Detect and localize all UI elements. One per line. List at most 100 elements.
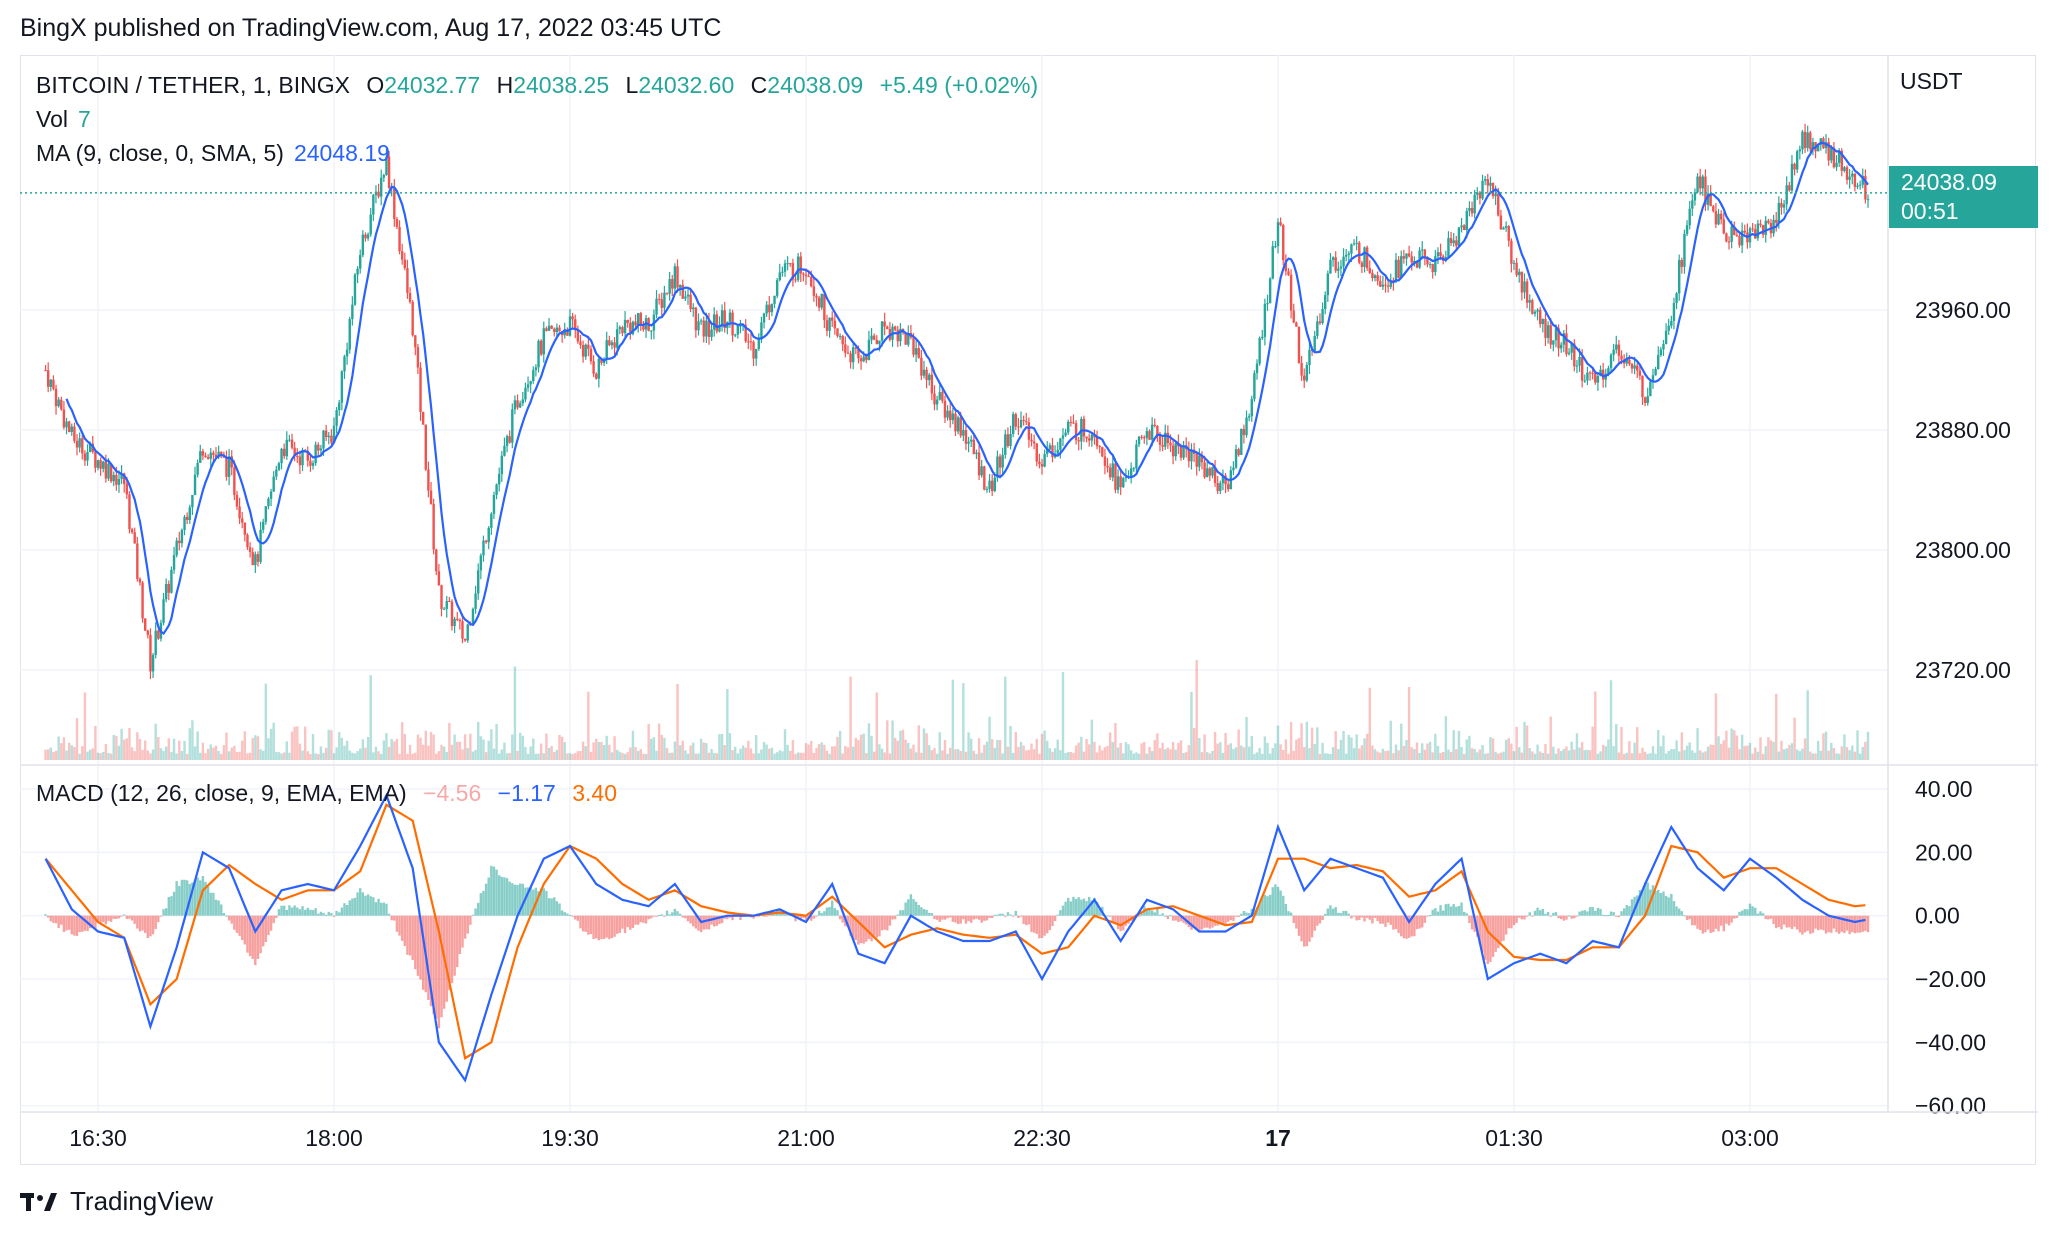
candle-body — [1575, 365, 1579, 367]
macd-histogram-bar — [1313, 915, 1316, 931]
macd-histogram-bar — [1864, 915, 1867, 931]
volume-bar — [555, 749, 559, 760]
macd-histogram-bar — [1358, 915, 1361, 920]
volume-bar — [338, 732, 341, 760]
candle-body — [1735, 235, 1739, 237]
candle-body — [175, 540, 178, 556]
macd-histogram-bar — [440, 915, 443, 1018]
candle-body — [319, 448, 323, 451]
volume-bar — [1803, 738, 1807, 760]
volume-bar — [550, 745, 553, 760]
macd-histogram-bar — [330, 913, 333, 916]
macd-histogram-bar — [482, 890, 485, 916]
volume-bar — [1226, 744, 1230, 760]
macd-histogram-bar — [1261, 897, 1264, 916]
macd-histogram-bar — [1014, 910, 1017, 916]
candle-body — [343, 356, 346, 372]
candle-body — [1856, 185, 1859, 187]
candle-body — [317, 444, 320, 451]
candle-body — [1816, 144, 1820, 152]
chart-frame[interactable] — [20, 55, 2036, 1165]
candle-body — [1164, 432, 1167, 447]
volume-bar — [1082, 751, 1086, 760]
macd-histogram-bar — [702, 915, 705, 930]
macd-histogram-bar — [296, 907, 299, 916]
candle-body — [862, 356, 865, 362]
volume-bar — [442, 746, 446, 760]
macd-histogram-bar — [128, 915, 131, 919]
macd-histogram-bar — [652, 915, 656, 917]
candle-body — [610, 342, 614, 346]
macd-histogram-bar — [146, 915, 150, 939]
macd-histogram-bar — [1282, 895, 1285, 916]
volume-bar — [1683, 750, 1686, 760]
price-tick-label: 23800.00 — [1915, 537, 2011, 563]
volume-bar — [1245, 717, 1248, 760]
candle-body — [1255, 363, 1259, 374]
volume-bar — [768, 748, 771, 760]
candle-body — [1245, 417, 1248, 436]
volume-bar — [765, 744, 768, 760]
candle-body — [230, 456, 233, 468]
candle-body — [330, 435, 333, 443]
macd-histogram-bar — [1727, 915, 1731, 926]
candle-body — [657, 298, 661, 300]
volume-bar — [650, 738, 653, 760]
candle-body — [972, 439, 976, 455]
candle-body — [445, 601, 448, 609]
volume-bar — [1221, 752, 1225, 760]
candle-body — [823, 293, 826, 321]
macd-histogram-bar — [57, 915, 60, 929]
volume-bar — [1143, 742, 1146, 760]
candle-body — [1384, 284, 1387, 286]
macd-histogram-bar — [1266, 896, 1269, 916]
candle-body — [1368, 268, 1371, 273]
macd-histogram-bar — [828, 906, 831, 916]
candle-body — [1470, 207, 1474, 214]
volume-bar — [718, 734, 721, 760]
macd-histogram-bar — [306, 907, 309, 916]
candle-body — [718, 324, 721, 332]
macd-histogram-bar — [1822, 915, 1825, 931]
candle-body — [196, 462, 199, 475]
macd-histogram-bar — [1305, 915, 1309, 947]
candle-body — [109, 463, 113, 482]
candle-body — [183, 516, 186, 530]
volume-bar — [327, 729, 330, 760]
candle-body — [621, 327, 624, 334]
candle-body — [1609, 354, 1613, 369]
candle-body — [466, 624, 469, 641]
candle-body — [1295, 322, 1298, 327]
macd-histogram-bar — [849, 915, 852, 936]
volume-bar — [736, 753, 740, 760]
macd-histogram-bar — [689, 915, 692, 924]
macd-histogram-bar — [1410, 915, 1413, 937]
macd-histogram-bar — [1664, 895, 1668, 916]
macd-histogram-bar — [1098, 907, 1101, 916]
candle-body — [846, 352, 850, 354]
macd-histogram-bar — [282, 905, 286, 916]
footer[interactable]: TradingView — [20, 1186, 213, 1217]
candle-body — [1803, 131, 1807, 148]
macd-histogram-bar — [125, 915, 129, 919]
volume-bar — [786, 744, 789, 760]
macd-histogram-bar — [477, 902, 480, 916]
macd-histogram-bar — [988, 915, 991, 919]
macd-histogram-bar — [1843, 915, 1846, 934]
macd-histogram-bar — [175, 881, 178, 916]
candle-body — [185, 516, 189, 520]
candle-body — [1129, 468, 1133, 477]
macd-histogram-bar — [220, 904, 223, 916]
volume-bar — [1816, 740, 1820, 760]
macd-histogram-bar — [629, 915, 632, 930]
volume-bar — [1620, 726, 1623, 760]
volume-bar — [1195, 660, 1198, 760]
volume-bar — [382, 740, 386, 760]
candle-body — [1465, 210, 1469, 231]
volume-bar — [332, 753, 336, 760]
volume-bar — [146, 750, 150, 760]
candle-body — [1596, 376, 1600, 383]
macd-histogram-bar — [233, 915, 236, 930]
macd-histogram-bar — [524, 887, 527, 916]
